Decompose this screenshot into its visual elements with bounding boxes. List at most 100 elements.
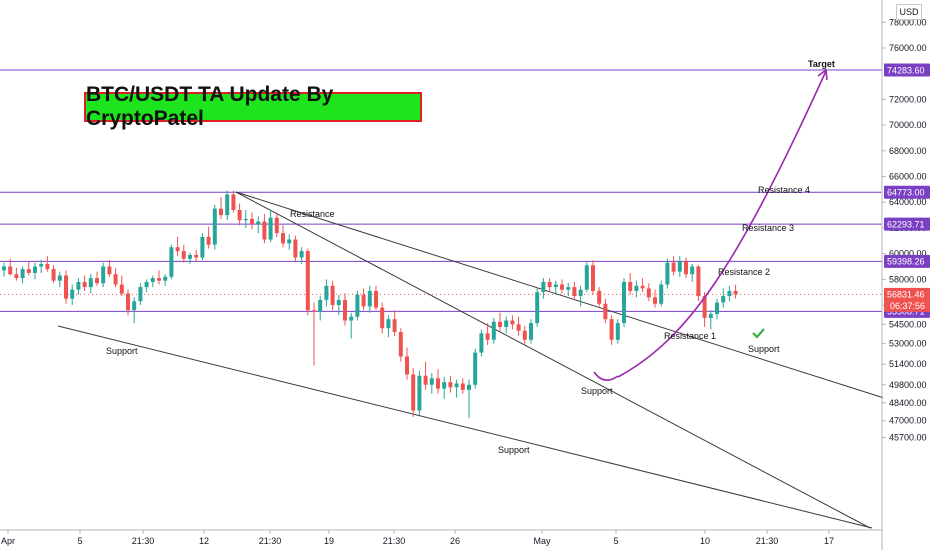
candle [219, 197, 223, 219]
candle [473, 348, 478, 389]
level-price-tag-bg [884, 254, 930, 268]
candle-body [584, 265, 589, 290]
trend-lines [57, 191, 885, 529]
candle-body [560, 284, 564, 290]
candle [640, 278, 645, 293]
candle [76, 278, 81, 295]
time-tick-label: Apr [1, 536, 15, 546]
candle-body [715, 302, 719, 315]
level-price-tag-bg [884, 217, 930, 231]
candle [597, 287, 602, 307]
candles [2, 190, 738, 419]
price-axis[interactable]: 78000.00 76000.00 72000.00 70000.00 68000.00… [881, 0, 932, 550]
candle [665, 258, 670, 289]
candle-body [535, 292, 540, 324]
candle-body [57, 275, 62, 281]
candle-body [733, 290, 738, 295]
candle [634, 280, 639, 298]
candle [708, 310, 713, 330]
candle [225, 190, 230, 221]
candle [132, 297, 137, 324]
candle [491, 317, 496, 344]
candle [231, 190, 236, 213]
candle [274, 212, 279, 237]
time-tick-label: 21:30 [132, 536, 155, 546]
candle-body [88, 278, 93, 288]
candle [39, 260, 44, 273]
candle-body [76, 281, 81, 290]
candle-body [150, 278, 155, 282]
candle-body [671, 262, 676, 272]
candle-body [721, 296, 726, 303]
candle [262, 213, 267, 244]
candle [194, 249, 199, 262]
candle-body [361, 294, 366, 307]
candle-body [324, 285, 329, 300]
candle-body [157, 278, 161, 281]
candle-body [33, 266, 37, 273]
candle-body [436, 378, 440, 389]
candle-body [640, 285, 645, 289]
candle-body [386, 319, 391, 329]
candle-body [212, 208, 217, 245]
candle-body [380, 307, 385, 329]
candle-body [293, 239, 298, 258]
price-tick-label: 58000.00 [889, 274, 927, 284]
candle [454, 379, 459, 398]
candle-body [268, 217, 273, 240]
candle [615, 319, 620, 344]
candle-body [677, 261, 682, 272]
candle-body [578, 289, 583, 297]
candle [479, 329, 484, 357]
target-label: Target [808, 59, 835, 69]
level-price-tag-label: 62293.71 [887, 219, 925, 229]
candle-body [243, 218, 248, 221]
candle [126, 289, 130, 316]
price-tick-label: 72000.00 [889, 94, 927, 104]
candle-body [628, 281, 633, 291]
candle-body [634, 285, 639, 291]
candle-body [144, 281, 149, 288]
candle-body [26, 269, 31, 273]
price-tick-label: 78000.00 [889, 17, 927, 27]
candle [299, 247, 304, 264]
candle [460, 378, 465, 394]
candle [163, 274, 168, 286]
annotations: Target Resistance 4 Resistance 3 Resista… [106, 59, 835, 455]
candle [144, 279, 149, 293]
time-axis[interactable]: Apr 5 21:30 12 21:30 19 21:30 26 May 5 10 21:30 17 [0, 529, 882, 546]
candle-body [516, 324, 521, 331]
level-price-tag: 74283.60 [884, 63, 930, 77]
target-projection [593, 68, 828, 381]
chart-title: BTC/USDT TA Update By CryptoPatel [84, 83, 422, 130]
resistance-label: Resistance [290, 209, 335, 219]
candle [572, 281, 577, 299]
candle [609, 315, 614, 345]
candle [324, 279, 329, 307]
candle-body [20, 269, 25, 279]
level-price-tag-label: 74283.60 [887, 65, 925, 75]
time-tick-label: 21:30 [756, 536, 779, 546]
candle [646, 283, 651, 302]
resistance-3-label: Resistance 3 [742, 223, 794, 233]
candle-body [2, 266, 6, 271]
currency-label[interactable]: USD [896, 4, 922, 20]
support-label-right: Support [748, 344, 780, 354]
candle [510, 315, 515, 330]
support-label-low: Support [581, 386, 613, 396]
candle-body [64, 275, 68, 299]
candle-body [684, 261, 688, 275]
candle [374, 285, 378, 311]
resistance-4-label: Resistance 4 [758, 185, 810, 195]
candle [243, 209, 248, 228]
candle-body [107, 266, 112, 275]
level-price-tag-bg [884, 63, 930, 77]
time-tick-label: 21:30 [383, 536, 406, 546]
candle [188, 252, 192, 264]
support-arc [593, 371, 619, 381]
candle [442, 377, 447, 399]
candle-body [51, 269, 56, 281]
candle-body [39, 263, 44, 267]
candle-body [305, 251, 310, 311]
